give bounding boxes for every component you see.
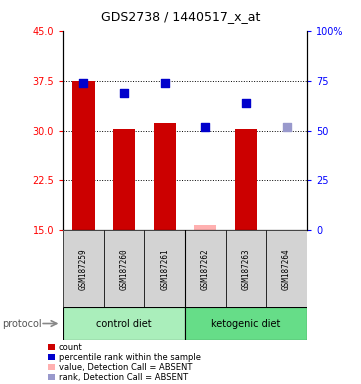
Text: percentile rank within the sample: percentile rank within the sample <box>59 353 201 362</box>
Text: control diet: control diet <box>96 318 152 329</box>
Bar <box>185 307 307 340</box>
Text: ketogenic diet: ketogenic diet <box>211 318 280 329</box>
Bar <box>63 230 104 307</box>
Bar <box>266 230 307 307</box>
Bar <box>153 122 176 230</box>
Bar <box>63 307 185 340</box>
Text: rank, Detection Call = ABSENT: rank, Detection Call = ABSENT <box>59 372 188 382</box>
Bar <box>104 230 144 307</box>
Text: GSM187264: GSM187264 <box>282 248 291 290</box>
Text: GSM187259: GSM187259 <box>79 248 88 290</box>
Text: GSM187261: GSM187261 <box>160 248 169 290</box>
Bar <box>235 129 257 230</box>
Bar <box>144 230 185 307</box>
Text: count: count <box>59 343 83 352</box>
Text: GSM187262: GSM187262 <box>201 248 210 290</box>
Point <box>81 79 86 86</box>
Text: value, Detection Call = ABSENT: value, Detection Call = ABSENT <box>59 362 192 372</box>
Point <box>243 99 249 106</box>
Bar <box>185 230 226 307</box>
Text: GDS2738 / 1440517_x_at: GDS2738 / 1440517_x_at <box>101 10 260 23</box>
Bar <box>48 344 55 350</box>
Point <box>284 124 290 130</box>
Point <box>162 79 168 86</box>
Point <box>203 124 208 130</box>
Bar <box>48 374 55 380</box>
Text: protocol: protocol <box>2 319 42 329</box>
Bar <box>226 230 266 307</box>
Point <box>121 89 127 96</box>
Text: GSM187263: GSM187263 <box>242 248 251 290</box>
Bar <box>72 81 95 230</box>
Text: GSM187260: GSM187260 <box>119 248 129 290</box>
Bar <box>48 354 55 360</box>
Bar <box>194 225 217 230</box>
Bar <box>48 364 55 370</box>
Bar <box>113 129 135 230</box>
